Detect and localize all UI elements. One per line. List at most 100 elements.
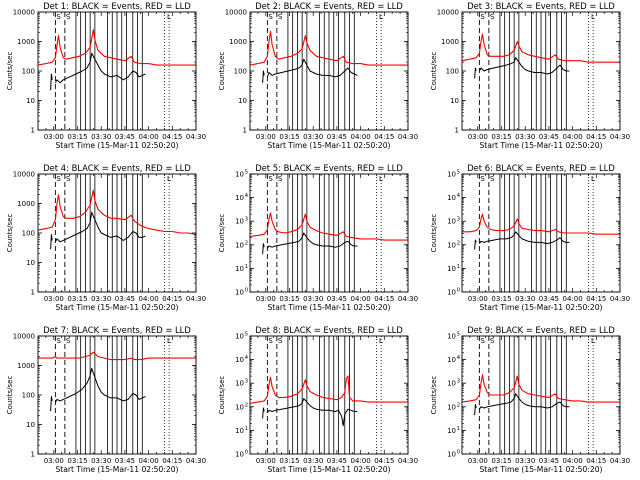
series-line-events — [266, 398, 358, 427]
y-tick-label: 10 — [447, 265, 456, 273]
panel-1: Det 1: BLACK = Events, RED = LLD S S L 1 10 10… — [6, 1, 206, 150]
y-tick-exponent: 2 — [457, 402, 460, 408]
y-tick-label: 10 — [447, 403, 456, 411]
y-tick-label: 10 — [447, 289, 456, 297]
y-tick-label: 10 — [447, 218, 456, 226]
x-axis-label: Start Time (15-Mar-11 02:50:20) — [479, 465, 602, 474]
series-line-lld — [250, 30, 408, 66]
series-line-events-start — [262, 70, 265, 83]
y-tick-exponent: 2 — [245, 240, 248, 246]
x-tick-label: 03:30 — [515, 133, 535, 141]
x-tick-label: 04:30 — [610, 133, 630, 141]
y-tick-label: 1000 — [229, 38, 247, 46]
x-tick-label: 04:15 — [586, 295, 606, 303]
y-tick-exponent: 5 — [245, 332, 248, 338]
panel-title: Det 6: BLACK = Events, RED = LLD — [467, 163, 615, 173]
x-tick-label: 04:15 — [586, 457, 606, 465]
x-tick-label: 03:15 — [279, 133, 299, 141]
x-tick-label: 03:45 — [327, 295, 347, 303]
x-tick-label: 04:00 — [139, 295, 159, 303]
y-tick-label: 10 — [235, 380, 244, 388]
y-tick-label: 1000 — [17, 38, 35, 46]
marker-label: S — [66, 337, 71, 345]
y-tick-label: 10 — [235, 403, 244, 411]
marker-label: S — [268, 13, 273, 21]
x-axis-label: Start Time (15-Mar-11 02:50:20) — [55, 465, 178, 474]
x-tick-label: 03:45 — [327, 133, 347, 141]
series-line-events — [54, 367, 146, 403]
y-tick-label: 10 — [447, 333, 456, 341]
y-tick-label: 10 — [447, 451, 456, 459]
y-tick-exponent: 4 — [245, 193, 249, 199]
y-axis-label: Counts/sec — [6, 214, 14, 253]
x-tick-label: 03:00 — [256, 295, 276, 303]
y-tick-label: 10 — [238, 97, 247, 105]
y-tick-label: 10 — [447, 171, 456, 179]
y-tick-label: 1000 — [441, 38, 459, 46]
y-tick-exponent: 4 — [457, 193, 461, 199]
series-line-events — [478, 57, 570, 75]
x-axis-label: Start Time (15-Mar-11 02:50:20) — [479, 141, 602, 150]
y-tick-label: 100 — [22, 392, 35, 400]
y-tick-exponent: 4 — [457, 355, 461, 361]
x-tick-label: 03:00 — [468, 457, 488, 465]
x-tick-label: 04:30 — [186, 457, 206, 465]
x-tick-label: 03:30 — [91, 133, 111, 141]
x-axis-label: Start Time (15-Mar-11 02:50:20) — [55, 141, 178, 150]
y-tick-label: 10 — [26, 421, 35, 429]
x-tick-label: 04:15 — [374, 133, 394, 141]
y-tick-label: 10 — [447, 380, 456, 388]
series-line-lld — [38, 351, 196, 361]
x-tick-label: 04:30 — [186, 295, 206, 303]
y-axis-label: Counts/sec — [430, 214, 438, 253]
series-line-events — [266, 232, 358, 249]
panel-4: Det 4: BLACK = Events, RED = LLD S S L 1 10 10… — [6, 163, 206, 312]
series-line-events-start — [50, 73, 53, 91]
x-tick-label: 04:15 — [374, 457, 394, 465]
marker-label: L — [167, 13, 171, 21]
y-axis-label: Counts/sec — [218, 376, 226, 415]
marker-label: L — [379, 337, 383, 345]
marker-label: L — [379, 13, 383, 21]
y-tick-exponent: 2 — [457, 240, 460, 246]
y-tick-label: 10 — [235, 333, 244, 341]
x-axis-label: Start Time (15-Mar-11 02:50:20) — [267, 465, 390, 474]
y-axis-label: Counts/sec — [218, 214, 226, 253]
x-tick-label: 04:15 — [162, 457, 182, 465]
y-tick-label: 10 — [26, 259, 35, 267]
series-line-lld — [462, 374, 620, 403]
y-tick-label: 10 — [235, 265, 244, 273]
marker-label: S — [56, 175, 61, 183]
y-tick-label: 1 — [31, 289, 35, 297]
y-axis-label: Counts/sec — [6, 376, 14, 415]
marker-label: L — [591, 175, 595, 183]
y-tick-label: 10 — [447, 427, 456, 435]
y-tick-label: 10 — [26, 97, 35, 105]
x-tick-label: 03:15 — [491, 133, 511, 141]
x-tick-label: 04:00 — [563, 133, 583, 141]
y-tick-exponent: 5 — [245, 170, 248, 176]
series-line-events — [54, 52, 146, 84]
panel-title: Det 1: BLACK = Events, RED = LLD — [43, 1, 191, 11]
series-line-events-start — [50, 234, 53, 250]
series-line-lld — [38, 29, 196, 66]
y-tick-label: 10 — [235, 241, 244, 249]
y-tick-exponent: 3 — [457, 379, 460, 385]
x-tick-label: 04:00 — [139, 133, 159, 141]
series-line-lld — [250, 212, 408, 241]
x-tick-label: 04:00 — [351, 295, 371, 303]
marker-label: S — [278, 175, 283, 183]
x-tick-label: 04:30 — [610, 457, 630, 465]
y-tick-label: 1000 — [17, 200, 35, 208]
x-tick-label: 03:00 — [44, 295, 64, 303]
series-line-events-start — [474, 239, 477, 250]
y-tick-exponent: 3 — [245, 217, 248, 223]
x-tick-label: 03:45 — [539, 133, 559, 141]
